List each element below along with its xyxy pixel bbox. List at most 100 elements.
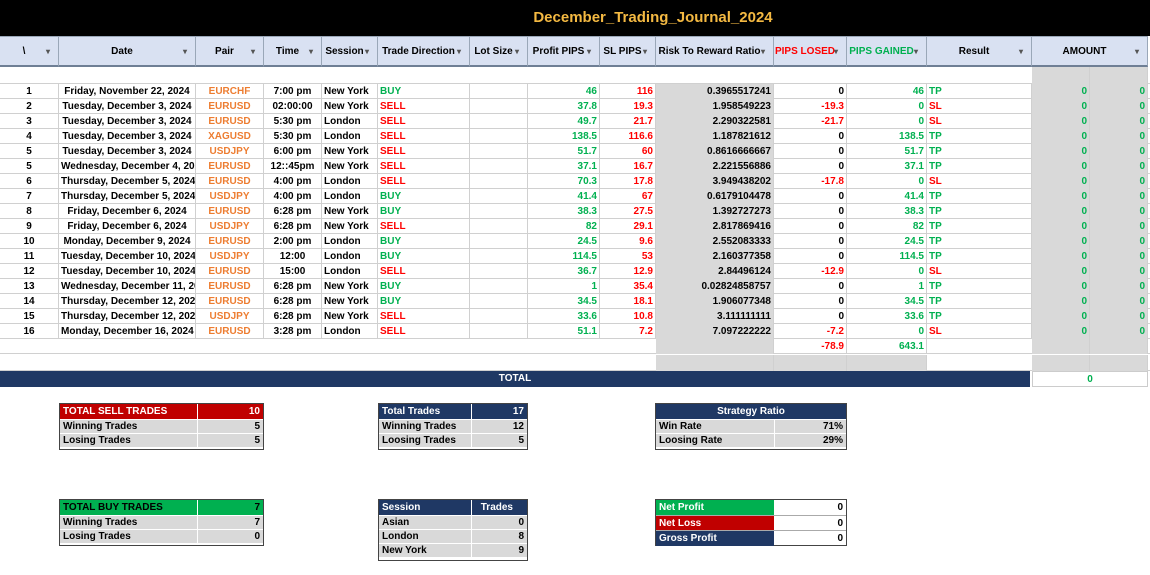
cell-date[interactable]: Monday, December 16, 2024 xyxy=(59,324,196,339)
cell-risk-reward[interactable]: 0.8616666667 xyxy=(656,144,774,159)
cell-pips-losed[interactable]: 0 xyxy=(774,189,847,204)
cell-pips-gained[interactable]: 41.4 xyxy=(847,189,927,204)
cell-time[interactable]: 6:28 pm xyxy=(264,294,322,309)
cell-amount[interactable]: 0 xyxy=(1032,249,1090,264)
cell-pips-gained[interactable]: 82 xyxy=(847,219,927,234)
cell-amount[interactable]: 0 xyxy=(1090,309,1148,324)
cell-pips-losed[interactable]: -17.8 xyxy=(774,174,847,189)
cell-lot-size[interactable] xyxy=(470,204,528,219)
cell-session[interactable]: London xyxy=(322,234,378,249)
cell-hash[interactable]: 4 xyxy=(0,129,59,144)
cell-profit-pips[interactable]: 51.7 xyxy=(528,144,600,159)
cell-hash[interactable]: 10 xyxy=(0,234,59,249)
cell-sl-pips[interactable]: 29.1 xyxy=(600,219,656,234)
cell-time[interactable]: 12:00 xyxy=(264,249,322,264)
cell-pips-gained[interactable]: 24.5 xyxy=(847,234,927,249)
cell-session[interactable]: New York xyxy=(322,309,378,324)
cell-amount[interactable]: 0 xyxy=(1090,249,1148,264)
cell-result[interactable]: TP xyxy=(927,189,1032,204)
cell-profit-pips[interactable]: 38.3 xyxy=(528,204,600,219)
cell-pair[interactable]: EURUSD xyxy=(196,99,264,114)
cell-trade-direction[interactable]: SELL xyxy=(378,129,470,144)
cell-risk-reward[interactable]: 3.949438202 xyxy=(656,174,774,189)
cell-pips-gained[interactable]: 114.5 xyxy=(847,249,927,264)
cell-result[interactable]: SL xyxy=(927,174,1032,189)
cell-trade-direction[interactable]: BUY xyxy=(378,84,470,99)
cell-hash[interactable]: 14 xyxy=(0,294,59,309)
cell-risk-reward[interactable]: 0.02824858757 xyxy=(656,279,774,294)
cell-risk-reward[interactable]: 1.906077348 xyxy=(656,294,774,309)
filter-dropdown-icon[interactable]: ▾ xyxy=(1135,47,1140,56)
cell-lot-size[interactable] xyxy=(470,99,528,114)
cell-pips-gained[interactable]: 1 xyxy=(847,279,927,294)
filter-dropdown-icon[interactable]: ▾ xyxy=(643,47,648,56)
filter-dropdown-icon[interactable]: ▾ xyxy=(515,47,520,56)
header-date[interactable]: Date ▾ xyxy=(59,36,196,67)
cell-amount[interactable]: 0 xyxy=(1090,114,1148,129)
cell-date[interactable]: Wednesday, December 4, 2024 xyxy=(61,159,196,174)
cell-time[interactable]: 2:00 pm xyxy=(264,234,322,249)
cell-lot-size[interactable] xyxy=(470,159,528,174)
cell-trade-direction[interactable]: SELL xyxy=(378,324,470,339)
cell-time[interactable]: 5:30 pm xyxy=(264,129,322,144)
cell-trade-direction[interactable]: SELL xyxy=(378,114,470,129)
cell-date[interactable]: Tuesday, December 3, 2024 xyxy=(59,114,196,129)
cell-amount[interactable]: 0 xyxy=(1090,84,1148,99)
cell-amount[interactable]: 0 xyxy=(1032,324,1090,339)
cell-session[interactable]: New York xyxy=(322,99,378,114)
cell-sl-pips[interactable]: 18.1 xyxy=(600,294,656,309)
cell-date[interactable]: Tuesday, December 3, 2024 xyxy=(59,144,196,159)
cell-result[interactable]: TP xyxy=(927,309,1032,324)
cell-risk-reward[interactable]: 7.097222222 xyxy=(656,324,774,339)
cell-trade-direction[interactable]: BUY xyxy=(378,234,470,249)
cell-pips-gained[interactable]: 38.3 xyxy=(847,204,927,219)
cell-time[interactable]: 5:30 pm xyxy=(264,114,322,129)
cell-date[interactable]: Friday, December 6, 2024 xyxy=(59,204,196,219)
cell-time[interactable]: 6:28 pm xyxy=(264,219,322,234)
cell-sl-pips[interactable]: 10.8 xyxy=(600,309,656,324)
cell-sl-pips[interactable]: 53 xyxy=(600,249,656,264)
cell-session[interactable]: New York xyxy=(322,279,378,294)
cell-result[interactable]: TP xyxy=(927,234,1032,249)
cell-amount[interactable]: 0 xyxy=(1032,219,1090,234)
cell-pips-losed[interactable]: 0 xyxy=(774,234,847,249)
cell-profit-pips[interactable]: 33.6 xyxy=(528,309,600,324)
cell-trade-direction[interactable]: BUY xyxy=(378,279,470,294)
cell-amount[interactable]: 0 xyxy=(1090,174,1148,189)
cell-date[interactable]: Thursday, December 5, 2024 xyxy=(61,189,196,204)
cell-amount[interactable]: 0 xyxy=(1032,84,1090,99)
header-profit-pips[interactable]: Profit PIPS ▾ xyxy=(528,36,600,67)
cell-amount[interactable]: 0 xyxy=(1090,204,1148,219)
cell-pair[interactable]: EURUSD xyxy=(196,234,264,249)
cell-pips-gained[interactable]: 46 xyxy=(847,84,927,99)
cell-session[interactable]: New York xyxy=(322,84,378,99)
cell-pips-losed[interactable]: 0 xyxy=(774,249,847,264)
header-pips-gained[interactable]: PIPS GAINED ▾ xyxy=(847,36,927,67)
cell-date[interactable]: Thursday, December 12, 2024 xyxy=(61,309,196,324)
cell-amount[interactable]: 0 xyxy=(1090,264,1148,279)
header-sl-pips[interactable]: SL PIPS ▾ xyxy=(600,36,656,67)
cell-pips-losed[interactable]: 0 xyxy=(774,129,847,144)
cell-amount[interactable]: 0 xyxy=(1032,279,1090,294)
cell-trade-direction[interactable]: BUY xyxy=(378,294,470,309)
filter-dropdown-icon[interactable]: ▾ xyxy=(834,47,839,56)
cell-lot-size[interactable] xyxy=(470,189,528,204)
cell-pips-losed[interactable]: -19.3 xyxy=(774,99,847,114)
header-lot-size[interactable]: Lot Size ▾ xyxy=(470,36,528,67)
cell-risk-reward[interactable]: 1.187821612 xyxy=(656,129,774,144)
cell-hash[interactable]: 13 xyxy=(0,279,59,294)
cell-sl-pips[interactable]: 67 xyxy=(600,189,656,204)
cell-sl-pips[interactable]: 116 xyxy=(600,84,656,99)
cell-amount[interactable]: 0 xyxy=(1090,144,1148,159)
cell-risk-reward[interactable]: 0.6179104478 xyxy=(656,189,774,204)
cell-profit-pips[interactable]: 37.1 xyxy=(528,159,600,174)
cell-hash[interactable]: 9 xyxy=(0,219,59,234)
cell-pips-gained[interactable]: 0 xyxy=(847,99,927,114)
cell-time[interactable]: 4:00 pm xyxy=(264,174,322,189)
cell-date[interactable]: Monday, December 9, 2024 xyxy=(59,234,196,249)
cell-result[interactable]: TP xyxy=(927,144,1032,159)
header-session[interactable]: Session ▾ xyxy=(322,36,378,67)
cell-amount[interactable]: 0 xyxy=(1032,159,1090,174)
filter-dropdown-icon[interactable]: ▾ xyxy=(46,47,51,56)
cell-trade-direction[interactable]: SELL xyxy=(378,174,470,189)
